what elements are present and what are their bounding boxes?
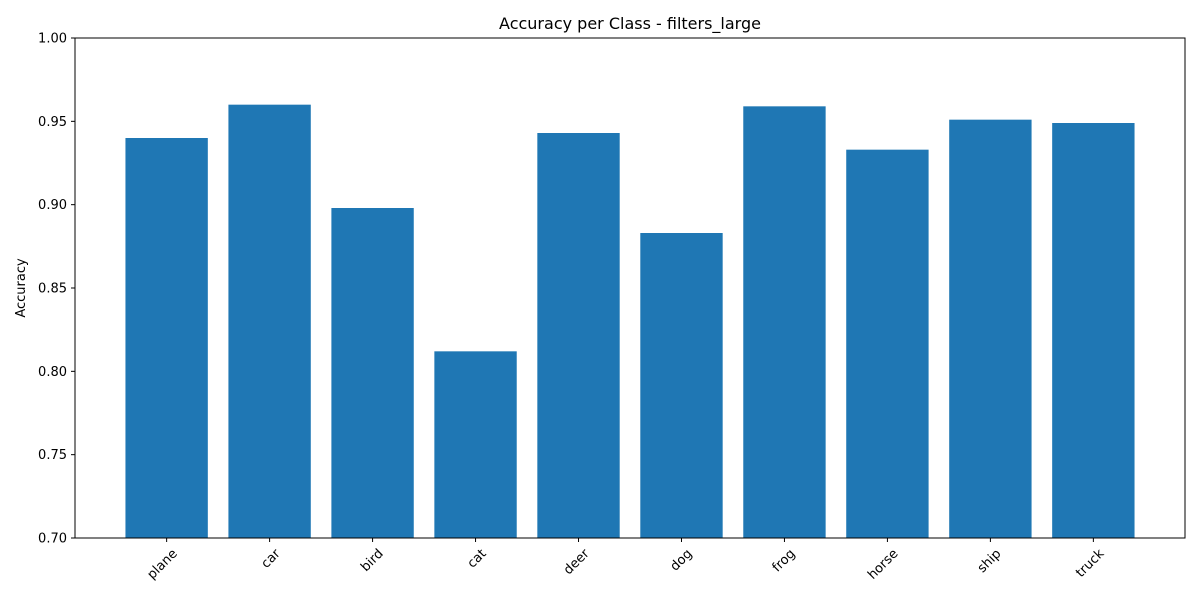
x-tick-label-bird: bird — [358, 546, 386, 574]
chart-title: Accuracy per Class - filters_large — [499, 14, 761, 34]
x-axis: plane car bird cat deer dog frog horse ship truck — [145, 538, 1108, 583]
y-axis: 0.70 0.75 0.80 0.85 0.90 0.95 1.00 — [38, 32, 75, 547]
plot-area-frame — [74, 37, 1186, 539]
x-tick-label-frog: frog — [770, 546, 799, 575]
y-axis-label: Accuracy — [14, 258, 29, 318]
y-tick-label: 0.80 — [38, 365, 67, 380]
bar-ship — [949, 119, 1032, 539]
bar-bird — [331, 208, 414, 538]
bar-deer — [537, 133, 620, 538]
bar-cat — [434, 351, 517, 538]
x-tick-label-plane: plane — [145, 546, 181, 582]
x-tick-label-deer: deer — [561, 546, 593, 578]
bar-frog — [743, 106, 826, 538]
x-tick-label-car: car — [259, 546, 285, 572]
y-tick-label: 0.70 — [38, 532, 67, 547]
bar-dog — [640, 233, 723, 538]
y-tick-label: 0.95 — [38, 115, 67, 130]
y-tick-label: 0.90 — [38, 198, 67, 213]
x-tick-label-ship: ship — [975, 546, 1005, 576]
x-tick-label-horse: horse — [865, 546, 901, 582]
bar-horse — [846, 149, 929, 539]
y-tick-label: 1.00 — [38, 32, 67, 47]
bar-car — [228, 104, 311, 539]
bar-truck — [1052, 123, 1135, 538]
x-tick-label-truck: truck — [1073, 546, 1108, 581]
x-tick-label-cat: cat — [465, 546, 490, 571]
x-tick-label-dog: dog — [668, 546, 696, 574]
bars-group — [125, 104, 1135, 539]
y-tick-label: 0.75 — [38, 448, 67, 463]
bar-plane — [125, 138, 208, 538]
y-tick-label: 0.85 — [38, 282, 67, 297]
